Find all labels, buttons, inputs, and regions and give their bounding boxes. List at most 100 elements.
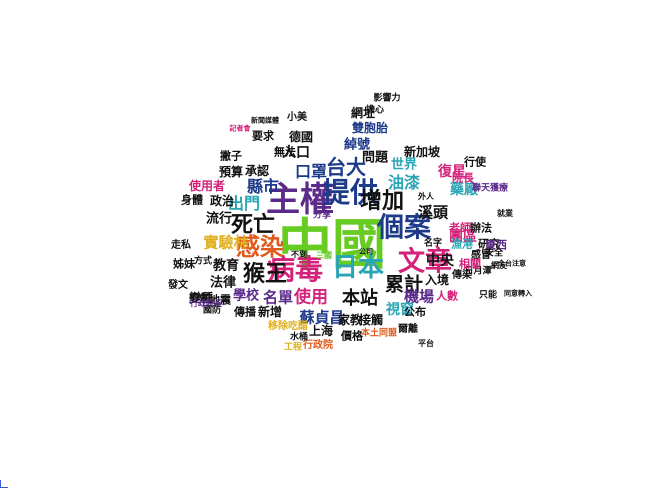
cloud-word: 新增 xyxy=(257,305,283,319)
cloud-word: 藥廠 xyxy=(450,182,478,198)
cloud-word: 人口 xyxy=(282,145,310,161)
cloud-word: 只能 xyxy=(478,290,498,301)
cloud-word: 上海 xyxy=(308,324,334,338)
cloud-word: 學校 xyxy=(232,288,260,304)
cloud-word: 水桶 xyxy=(289,332,309,343)
cloud-word: 辦法 xyxy=(470,221,492,235)
cloud-word: 政治 xyxy=(209,194,235,208)
cloud-word: 新加坡 xyxy=(403,145,441,159)
cloud-word: 傳播 xyxy=(234,305,256,319)
cloud-word: 日月潭 xyxy=(464,266,492,277)
cloud-word: 蘇貞昌 xyxy=(299,308,345,327)
cloud-word: 入境 xyxy=(424,273,450,287)
cloud-word: 德國 xyxy=(288,130,314,144)
cloud-word: 相關 xyxy=(459,257,481,271)
cloud-word: 擔心 xyxy=(365,105,385,116)
cloud-word: 工程 xyxy=(283,342,303,353)
cloud-word: 外人 xyxy=(418,192,434,201)
cloud-word: 走私 xyxy=(171,240,191,251)
cloud-word: 同意轉入 xyxy=(504,289,532,298)
cloud-word: 聯天獲療 xyxy=(471,183,509,194)
cloud-word: 無法 xyxy=(274,145,296,159)
cloud-word: 承認 xyxy=(244,164,270,178)
cloud-word: 影響力 xyxy=(373,93,401,104)
cloud-word: 教育 xyxy=(212,258,240,274)
cloud-word: 感冒 xyxy=(471,250,491,261)
cloud-word: 本土同盟 xyxy=(360,328,398,339)
cloud-word: 價格 xyxy=(341,329,363,343)
cloud-word: 接觸 xyxy=(358,313,384,327)
cloud-word: 變種 xyxy=(188,291,214,305)
cloud-word: 就業 xyxy=(497,209,513,218)
cloud-word: 視窗 xyxy=(386,302,414,318)
cloud-word: 出門 xyxy=(227,194,261,213)
cloud-word: 預算 xyxy=(218,165,244,179)
cloud-word: 新聞媒體 xyxy=(251,116,279,125)
cloud-word: 累計 xyxy=(384,273,424,296)
cloud-word: 個案 xyxy=(377,212,431,244)
cloud-word: 東西 xyxy=(485,238,507,252)
cloud-word: 行使 xyxy=(464,155,486,169)
cloud-word: 研究 xyxy=(478,237,500,251)
cloud-word: 增加 xyxy=(359,189,405,214)
cloud-word: 提供 xyxy=(321,176,379,209)
cloud-word: 姊妹 xyxy=(173,257,195,271)
cloud-word: 傳染 xyxy=(452,270,472,281)
cloud-word: 流行 xyxy=(205,211,233,227)
cloud-word: 使用 xyxy=(294,287,328,308)
cloud-word: 老師 xyxy=(449,221,471,235)
cloud-word: 人數 xyxy=(436,289,458,303)
cloud-word: 名單 xyxy=(262,288,294,307)
cloud-word: 方式 xyxy=(193,256,213,267)
corner-marker xyxy=(0,480,8,488)
cloud-word: 公布 xyxy=(404,305,426,319)
cloud-word: 綽號 xyxy=(343,137,371,153)
cloud-word: 使用者 xyxy=(188,179,226,193)
cloud-word: 雙胞胎 xyxy=(351,121,389,135)
cloud-word: 小美 xyxy=(287,112,307,123)
cloud-word: 地震 xyxy=(209,293,231,307)
cloud-word: 機場 xyxy=(403,287,435,306)
cloud-word: 本站 xyxy=(342,288,378,309)
cloud-word: 感染 xyxy=(236,233,284,261)
cloud-word: 平台 xyxy=(418,339,434,348)
cloud-word: 網址 xyxy=(350,106,376,120)
cloud-word: 油漆 xyxy=(387,173,421,192)
cloud-word: 口罩 xyxy=(294,162,328,181)
cloud-word: 日本 xyxy=(331,253,385,283)
cloud-word: 溪頭 xyxy=(417,203,449,222)
cloud-word: 團區 xyxy=(449,229,477,245)
cloud-word: 病毒 xyxy=(266,253,324,286)
cloud-word: 縣市 xyxy=(246,177,280,196)
cloud-word: 中國 xyxy=(278,213,386,276)
cloud-word: 三國 xyxy=(316,251,332,260)
cloud-word: 約會 xyxy=(189,293,209,304)
cloud-word: 發文 xyxy=(168,280,188,291)
cloud-word: 全台注意 xyxy=(498,259,526,268)
cloud-word: 問題 xyxy=(361,150,389,166)
cloud-word: 主權 xyxy=(266,180,334,220)
cloud-word: 行政院 xyxy=(303,340,333,351)
cloud-word: 身體 xyxy=(181,193,203,207)
cloud-word: 猴王 xyxy=(242,262,288,287)
cloud-word: 爾離 xyxy=(398,324,418,335)
cloud-word: 漁港 xyxy=(451,237,473,251)
cloud-word: 網友 xyxy=(491,261,507,270)
cloud-word: 復星 xyxy=(438,164,466,180)
cloud-word: 國防 xyxy=(202,305,222,316)
cloud-word: 台大 xyxy=(326,155,366,179)
cloud-word: 記者會 xyxy=(229,124,251,133)
cloud-word: 移除吃醋 xyxy=(268,321,308,332)
cloud-word: 實驗林 xyxy=(203,233,249,252)
cloud-word: 公司 xyxy=(359,247,373,256)
cloud-word: 分享 xyxy=(312,210,332,221)
cloud-word: 行政院長 xyxy=(190,299,222,308)
cloud-word: 家教 xyxy=(337,313,363,327)
cloud-word: 死亡 xyxy=(230,213,276,238)
cloud-word: 撇子 xyxy=(220,149,242,163)
cloud-word: 安全 xyxy=(484,248,504,259)
cloud-word: 中央 xyxy=(426,253,454,269)
cloud-word: 世界 xyxy=(390,157,418,173)
cloud-word: 不到 xyxy=(291,250,307,259)
